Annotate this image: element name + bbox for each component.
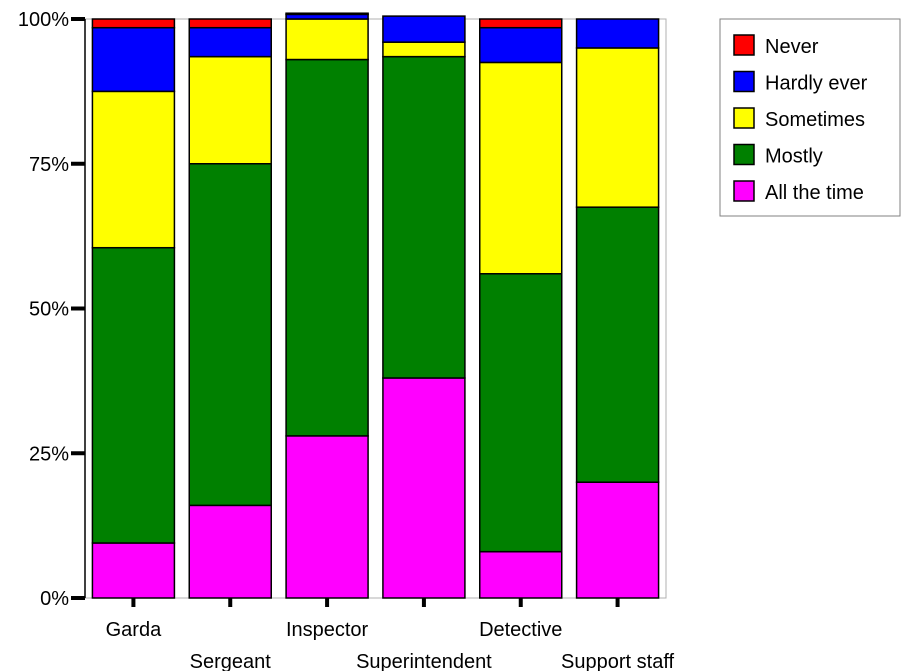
bar-segment-garda-never <box>91 18 176 29</box>
bar-segment-inspector-never <box>285 12 369 16</box>
bar-segment-superintendent-all-the-time <box>382 377 466 599</box>
bar-segment-detective-all-the-time <box>479 550 563 599</box>
legend-label-hardly-ever: Hardly ever <box>765 73 868 95</box>
bar-segment-superintendent-hardly-ever <box>382 15 466 43</box>
bar-segment-support-staff-all-the-time <box>575 481 660 599</box>
bar-segment-inspector-mostly <box>285 58 369 437</box>
y-tick-label: 0% <box>40 588 69 610</box>
legend-swatch-hardly-ever <box>733 70 755 93</box>
bar-segment-sergeant-sometimes <box>188 55 272 165</box>
x-tick-label: Sergeant <box>190 651 272 671</box>
x-tick-label: Garda <box>106 619 162 641</box>
bar-segment-detective-hardly-ever <box>479 26 563 64</box>
x-tick-label: Support staff <box>561 651 674 671</box>
legend-label-sometimes: Sometimes <box>765 109 865 131</box>
bar-segment-detective-never <box>479 18 563 29</box>
y-tick-label: 100% <box>18 9 69 31</box>
y-tick-label: 50% <box>29 299 69 321</box>
legend-label-all-the-time: All the time <box>765 182 864 204</box>
x-tick-label: Detective <box>479 619 562 641</box>
bar-segment-detective-mostly <box>479 273 563 553</box>
bar-segment-inspector-all-the-time <box>285 435 369 599</box>
bar-segment-inspector-sometimes <box>285 18 369 61</box>
bar-segment-support-staff-sometimes <box>575 47 660 208</box>
bar-segment-sergeant-never <box>188 18 272 29</box>
bar-segment-support-staff-hardly-ever <box>575 18 660 49</box>
y-tick-label: 25% <box>29 443 69 465</box>
bar-segment-superintendent-sometimes <box>382 41 466 58</box>
legend-swatch-sometimes <box>733 107 755 129</box>
legend-swatch-never <box>733 34 755 56</box>
x-tick-label: Inspector <box>286 619 369 641</box>
legend-label-never: Never <box>765 36 819 58</box>
y-tick-label: 75% <box>29 154 69 176</box>
bar-segment-garda-sometimes <box>91 90 176 249</box>
x-tick-label: Superintendent <box>356 651 492 671</box>
bar-segment-superintendent-mostly <box>382 55 466 379</box>
bar-segment-sergeant-all-the-time <box>188 504 272 599</box>
bar-segment-sergeant-hardly-ever <box>188 26 272 58</box>
bar-segment-garda-all-the-time <box>91 542 176 599</box>
bar-segment-garda-hardly-ever <box>91 26 176 93</box>
bar-segment-support-staff-mostly <box>575 206 660 483</box>
legend-label-mostly: Mostly <box>765 146 823 168</box>
bar-segment-sergeant-mostly <box>188 163 272 507</box>
legend-swatch-mostly <box>733 143 755 166</box>
bar-segment-garda-mostly <box>91 246 176 544</box>
legend-swatch-all-the-time <box>733 180 755 202</box>
bar-segment-detective-sometimes <box>479 61 563 275</box>
